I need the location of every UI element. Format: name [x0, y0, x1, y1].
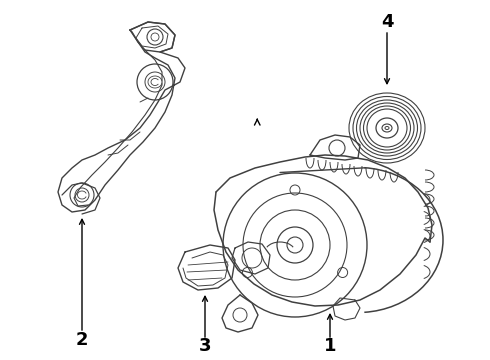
Text: 1: 1 — [324, 337, 336, 355]
Text: 4: 4 — [381, 13, 393, 31]
Text: 3: 3 — [199, 337, 211, 355]
Text: 2: 2 — [76, 331, 88, 349]
